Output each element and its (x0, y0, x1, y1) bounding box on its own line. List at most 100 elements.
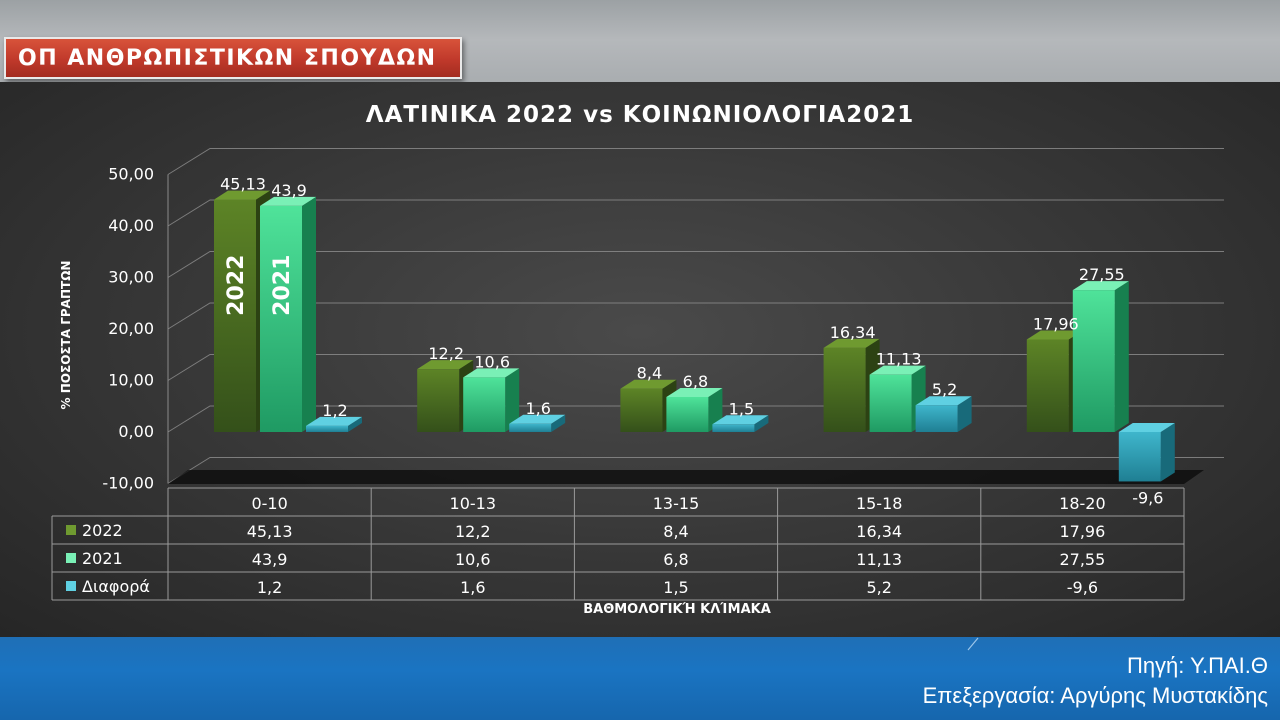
bar-2021-front (869, 374, 912, 432)
data-labels-layer: 45,13 2022 43,9 2021 1,2 12,2 10,6 1,6 8,4 6,8 1,5… (220, 175, 1163, 508)
bar-diff-top (306, 416, 362, 426)
legend-key (66, 553, 76, 563)
source-text: Πηγή: Υ.ΠΑΙ.Θ (1126, 653, 1268, 678)
table-cell: 17,96 (1059, 522, 1105, 541)
table-cell: 45,13 (247, 522, 293, 541)
table-header-cell: 18-20 (1059, 494, 1106, 513)
bar-2022-front (214, 199, 256, 432)
bar-diff-front (1118, 432, 1161, 482)
section-badge: ΟΠ ΑΝΘΡΩΠΙΣΤΙΚΩΝ ΣΠΟΥΔΩΝ (4, 37, 462, 79)
bar-diff (1118, 423, 1175, 482)
table-cell: 1,6 (460, 578, 485, 597)
bar-inline-label: 2021 (270, 255, 295, 316)
y-tick-label: -10,00 (102, 474, 154, 493)
table-cell: 16,34 (856, 522, 902, 541)
bar-2021 (1072, 281, 1129, 432)
bar-2022-top (214, 190, 270, 200)
legend-label: 2021 (82, 549, 123, 568)
data-label: 17,96 (1033, 315, 1079, 334)
bar-2021 (666, 387, 723, 432)
data-label: 27,55 (1079, 265, 1125, 284)
table-cell: 1,5 (663, 578, 688, 597)
bar-diff-top (1118, 423, 1175, 432)
bar-diff-side (348, 416, 362, 432)
bar-diff-front (509, 423, 552, 432)
bar-diff-front (306, 425, 348, 432)
chart-panel: -10,00 0,00 10,00 20,00 30,00 40,00 50,00 45,1… (0, 82, 1280, 637)
gridline (167, 302, 1224, 330)
bar-2022-top (417, 360, 474, 370)
bar-diff-side (551, 414, 566, 432)
bar-diff-top (712, 415, 769, 425)
data-label: 11,13 (876, 350, 922, 369)
table-cell: 11,13 (856, 550, 902, 569)
bar-diff (509, 414, 566, 432)
bar-2021-side (302, 196, 316, 432)
data-label: 5,2 (932, 380, 957, 399)
legend-label: 2022 (82, 521, 123, 540)
table-header-cell: 0-10 (251, 494, 287, 513)
table-cell: 10,6 (455, 550, 491, 569)
y-tick-label: 40,00 (108, 216, 154, 235)
table-header-cell: 13-15 (653, 494, 700, 513)
bar-2022-front (417, 369, 460, 432)
bar-diff (306, 416, 362, 432)
gridline (167, 199, 1224, 227)
bar-2022-front (823, 347, 866, 432)
bar-2021 (463, 368, 520, 432)
table-header-cell: 15-18 (856, 494, 903, 513)
floor-shadow-layer (168, 470, 1204, 484)
bar-2021-top (666, 387, 723, 397)
bar-2021-front (463, 377, 506, 432)
bar-chart: -10,00 0,00 10,00 20,00 30,00 40,00 50,00 45,1… (51, 102, 1224, 617)
bar-diff-top (915, 396, 972, 406)
floor-shadow (168, 470, 1204, 484)
table-cell: 8,4 (663, 522, 688, 541)
data-label: 1,5 (729, 399, 754, 418)
bar-2021-top (1072, 281, 1129, 291)
data-label: 43,9 (271, 181, 307, 200)
bar-2022-top (620, 379, 677, 389)
bar-2022-front (620, 388, 663, 432)
table-cell: 27,55 (1059, 550, 1105, 569)
gridline (167, 354, 1224, 381)
bar-2022-front (1026, 339, 1069, 432)
bar-2021-front (260, 205, 302, 432)
data-label: 45,13 (220, 175, 266, 194)
y-tick-label: 30,00 (108, 268, 154, 287)
grid-layer: -10,00 0,00 10,00 20,00 30,00 40,00 50,00 (102, 148, 1224, 493)
data-label: -9,6 (1132, 488, 1163, 507)
data-label: 1,6 (525, 399, 550, 418)
table-cell: -9,6 (1067, 578, 1098, 597)
section-badge-title: ΟΠ ΑΝΘΡΩΠΙΣΤΙΚΩΝ ΣΠΟΥΔΩΝ (18, 45, 437, 71)
bar-diff-front (915, 405, 958, 432)
bar-2021-front (1072, 290, 1115, 432)
legend-key (66, 581, 76, 591)
legend-key (66, 525, 76, 535)
bar-diff-top (509, 414, 566, 424)
footer-bar: Πηγή: Υ.ΠΑΙ.Θ Επεξεργασία: Αργύρης Μυστα… (0, 637, 1280, 720)
bar-2021-side (505, 368, 520, 432)
chart-title: ΛΑΤΙΝΙΚΑ 2022 vs ΚΟΙΝΩΝΙΟΛΟΓΙΑ2021 (366, 102, 914, 128)
data-label: 6,8 (683, 372, 708, 391)
table-header-cell: 10-13 (450, 494, 497, 513)
bars-layer (214, 190, 1175, 482)
bar-diff (712, 415, 769, 432)
credit-text: Επεξεργασία: Αργύρης Μυστακίδης (922, 683, 1268, 708)
bar-2021-top (260, 196, 316, 206)
bar-2021-front (666, 396, 709, 432)
bar-diff (915, 396, 972, 432)
y-axis-label: % ΠΟΣΟΣΤΑ ΓΡΑΠΤΩΝ (59, 261, 73, 410)
gridline (167, 148, 1224, 175)
bar-2021 (260, 196, 316, 432)
bar-2021-side (1114, 281, 1129, 432)
data-label: 12,2 (428, 344, 464, 363)
bar-diff-side (957, 396, 972, 432)
bar-2022 (214, 190, 270, 432)
gridline (167, 251, 1224, 278)
bar-2021-top (463, 368, 520, 378)
table-cell: 6,8 (663, 550, 688, 569)
x-axis-label: ΒΑΘΜΟΛΟΓΙΚΉ ΚΛΊΜΑΚΑ (583, 602, 771, 617)
bar-diff-front (712, 424, 755, 432)
bar-2022-top (823, 338, 880, 348)
